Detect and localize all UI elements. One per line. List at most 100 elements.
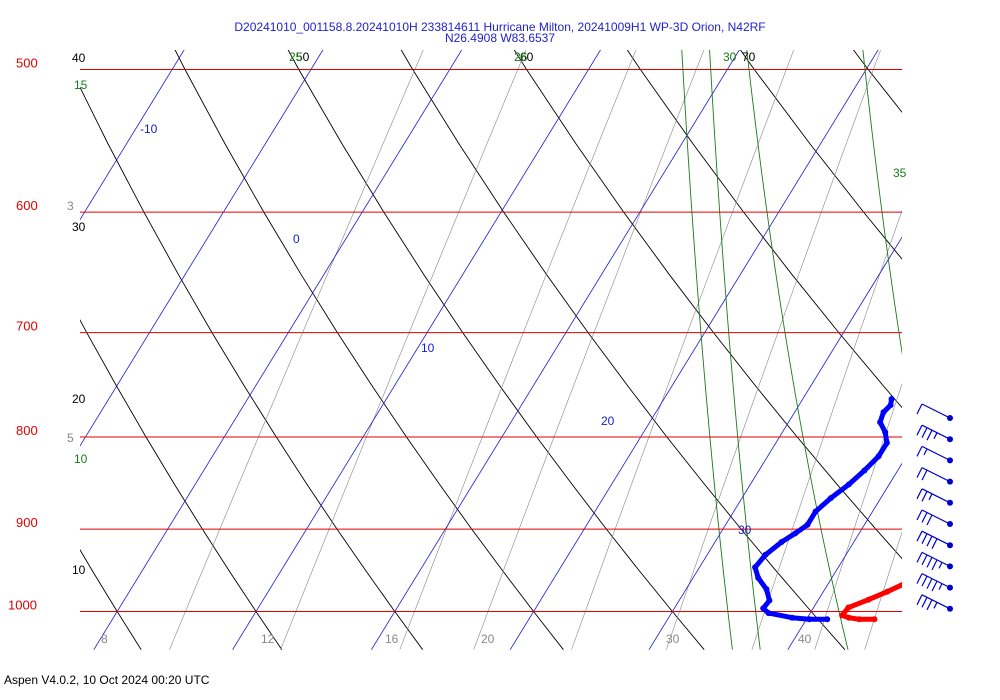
temperature-profile-line (839, 582, 902, 622)
isotherm-line (509, 50, 879, 650)
mixing-ratio-label: 3 (67, 199, 74, 213)
dewpoint-point (806, 616, 813, 623)
moist-adiabat-label: 15 (74, 78, 88, 92)
dewpoint-point (880, 409, 887, 416)
temperature-point (988, 397, 994, 403)
moist-adiabat-label: 10 (74, 452, 88, 466)
moist-adiabat-line (681, 50, 733, 650)
dewpoint-point (765, 610, 772, 617)
dewpoint-point (824, 616, 831, 623)
dewpoint-point (789, 614, 796, 621)
isotherm-label: 0 (293, 232, 300, 246)
dry-adiabat-label: 60 (520, 50, 534, 64)
mixing-ratio-line (864, 531, 902, 650)
moist-adiabat-label: 30 (723, 50, 737, 64)
wind-barb (916, 403, 953, 421)
isotherm-label: 30 (738, 523, 752, 537)
isotherm-line (0, 0, 84, 650)
dewpoint-point (752, 564, 759, 571)
bottom-tick-label: 30 (666, 632, 680, 646)
mixing-ratio-line (169, 50, 424, 650)
wind-barb (916, 530, 953, 549)
dry-adiabat-label: 30 (72, 220, 86, 234)
dewpoint-point (827, 495, 834, 502)
dry-adiabat-label: 50 (296, 50, 310, 64)
isotherm-line (648, 236, 902, 650)
wind-barb (916, 551, 953, 571)
dry-adiabat-label: 20 (72, 392, 86, 406)
temperature-point (993, 414, 999, 420)
dewpoint-point (875, 453, 882, 460)
dry-adiabat-line (400, 50, 846, 650)
temperature-point (884, 588, 891, 595)
wind-barb (916, 509, 953, 527)
isotherm-line (787, 462, 902, 650)
isotherm-label: 20 (601, 414, 615, 428)
dewpoint-point (861, 467, 868, 474)
bottom-tick-label: 8 (101, 632, 108, 646)
moist-adiabat-label: 26 (514, 50, 528, 64)
pressure-label-1000: 1000 (8, 598, 37, 613)
mixing-ratio-label: 5 (67, 431, 74, 445)
dry-adiabat-line (80, 86, 424, 650)
isotherm-line (80, 50, 185, 221)
dewpoint-point (792, 530, 799, 537)
mixing-ratio-line (280, 50, 527, 650)
isotherm-label: 10 (421, 341, 435, 355)
dry-adiabat-line (626, 50, 902, 409)
dewpoint-point (882, 429, 889, 436)
dewpoint-point (804, 521, 811, 528)
pressure-label-900: 900 (16, 515, 38, 530)
dry-adiabat-label: 40 (72, 51, 86, 65)
temperature-point (993, 404, 999, 410)
mixing-ratio-line (473, 50, 705, 650)
mixing-ratio-line (925, 0, 1000, 650)
mixing-ratio-line (666, 50, 881, 650)
dewpoint-point (762, 551, 769, 558)
wind-barb (916, 424, 953, 443)
wind-barb (916, 467, 953, 485)
pressure-label-800: 800 (16, 423, 38, 438)
dewpoint-point (887, 402, 894, 409)
bottom-tick-label: 16 (385, 632, 399, 646)
dewpoint-point (755, 574, 762, 581)
dewpoint-point (812, 508, 819, 515)
dewpoint-point (763, 586, 770, 593)
dewpoint-point (888, 396, 895, 402)
temperature-point (980, 444, 986, 450)
temperature-point (901, 582, 902, 586)
dry-adiabat-line (80, 549, 142, 650)
dewpoint-profile-line (752, 396, 895, 622)
moist-adiabat-line (709, 50, 761, 650)
isotherm-line (232, 50, 601, 650)
temperature-point (856, 616, 863, 623)
isotherm-label: -10 (140, 122, 158, 136)
isotherm-line (93, 50, 463, 650)
temperature-point (845, 604, 852, 611)
temperature-point (992, 526, 998, 532)
temperature-point (946, 530, 952, 536)
temperature-point (968, 529, 974, 535)
dry-adiabat-line (852, 50, 902, 113)
pressure-label-700: 700 (16, 319, 38, 334)
temperature-point (871, 616, 878, 623)
dry-adiabat-label: 10 (72, 563, 86, 577)
chart-title-line2: N26.4908 W83.6537 (444, 31, 556, 45)
temperature-point (865, 596, 872, 603)
mixing-ratio-line (973, 0, 1000, 650)
dry-adiabat-line (513, 50, 902, 560)
isotherm-line (80, 50, 324, 447)
moist-adiabat-line (746, 50, 849, 650)
dewpoint-point (877, 419, 884, 426)
wind-barb (916, 445, 953, 464)
dry-adiabat-line (287, 50, 705, 650)
temperature-point (839, 612, 846, 619)
temperature-point (995, 458, 1000, 464)
pressure-label-500: 500 (16, 56, 38, 71)
isotherm-line (927, 0, 1000, 650)
dewpoint-point (766, 597, 773, 604)
mixing-ratio-line (399, 50, 637, 650)
chart-title-line1: D20241010_001158.8.20241010H 233814611 H… (234, 20, 766, 34)
mixing-ratio-line (751, 209, 902, 650)
